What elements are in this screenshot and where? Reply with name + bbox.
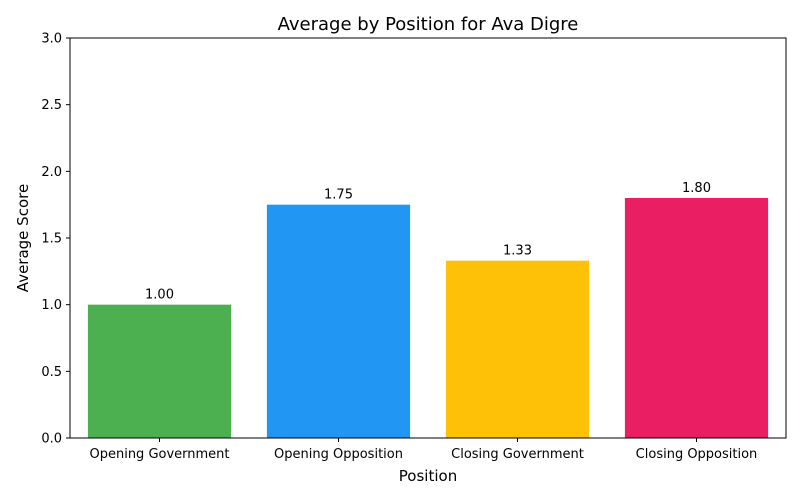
y-axis-label: Average Score <box>14 184 32 292</box>
bar-value-label: 1.80 <box>682 181 711 196</box>
x-tick-label: Closing Government <box>451 447 584 462</box>
bar <box>445 260 590 438</box>
bar <box>266 204 411 438</box>
x-tick-label: Opening Government <box>89 447 229 462</box>
plot-area: 1.00 Opening Government 1.75 Opening Opposi… <box>41 32 787 462</box>
bar-value-label: 1.75 <box>324 188 353 203</box>
bar <box>87 304 232 438</box>
chart-title: Average by Position for Ava Digre <box>278 14 579 35</box>
y-tick-label: 1.0 <box>41 298 62 313</box>
y-tick-label: 2.5 <box>41 98 62 113</box>
y-tick-label: 2.0 <box>41 165 62 180</box>
y-tick-label: 0.0 <box>41 432 62 447</box>
x-axis-label: Position <box>399 467 457 485</box>
axes-frame <box>69 37 787 439</box>
y-tick-label: 3.0 <box>41 32 62 47</box>
bar-value-label: 1.00 <box>145 288 174 303</box>
x-tick-label: Closing Opposition <box>636 447 758 462</box>
bar <box>624 198 769 438</box>
y-tick-label: 1.5 <box>41 232 62 247</box>
x-tick-label: Opening Opposition <box>274 447 403 462</box>
bar-value-label: 1.33 <box>503 244 532 259</box>
y-tick-label: 0.5 <box>41 365 62 380</box>
